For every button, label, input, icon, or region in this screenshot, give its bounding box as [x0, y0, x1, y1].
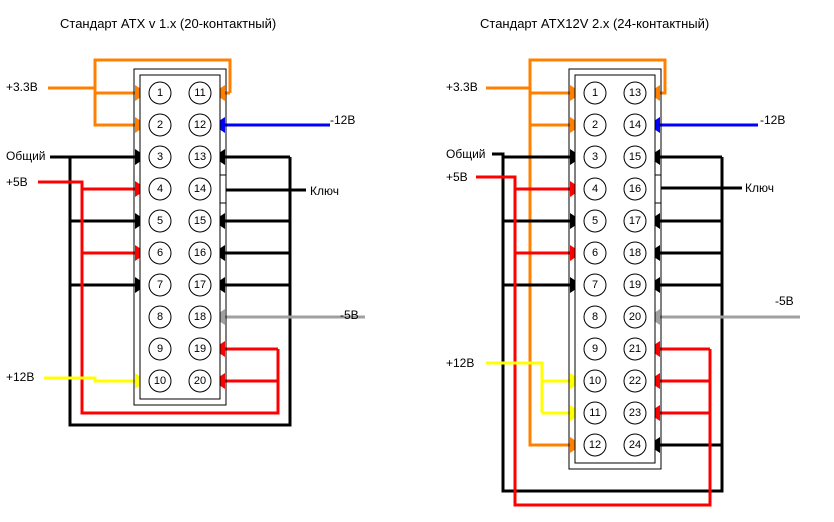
label-right-12v: +12В	[446, 356, 474, 370]
label-right-33v: +3.3В	[446, 80, 478, 94]
svg-text:6: 6	[592, 247, 598, 259]
svg-text:19: 19	[194, 343, 206, 355]
svg-text:1: 1	[592, 87, 598, 99]
svg-text:12: 12	[194, 119, 206, 131]
svg-text:1: 1	[157, 87, 163, 99]
diagram-container: 1112123134145156167178189191020113214315…	[0, 0, 834, 522]
svg-text:4: 4	[592, 183, 598, 195]
svg-text:24: 24	[629, 439, 641, 451]
svg-text:5: 5	[157, 215, 163, 227]
title-left: Стандарт ATX v 1.x (20-контактный)	[60, 16, 276, 31]
label-right-key: Ключ	[745, 181, 774, 195]
label-left-neg12: -12В	[330, 113, 355, 127]
svg-text:14: 14	[194, 183, 206, 195]
svg-text:11: 11	[194, 87, 205, 99]
svg-text:18: 18	[194, 311, 206, 323]
svg-text:19: 19	[629, 279, 641, 291]
svg-text:17: 17	[629, 215, 641, 227]
svg-text:15: 15	[629, 151, 641, 163]
svg-text:2: 2	[592, 119, 598, 131]
svg-text:8: 8	[592, 311, 598, 323]
svg-text:20: 20	[194, 375, 206, 387]
svg-text:12: 12	[589, 439, 601, 451]
svg-text:9: 9	[592, 343, 598, 355]
svg-text:3: 3	[592, 151, 598, 163]
svg-text:3: 3	[157, 151, 163, 163]
svg-text:18: 18	[629, 247, 641, 259]
label-right-5v: +5В	[446, 170, 468, 184]
label-left-common: Общий	[6, 149, 46, 163]
svg-text:7: 7	[592, 279, 598, 291]
svg-text:23: 23	[629, 407, 641, 419]
title-right: Стандарт ATX12V 2.x (24-контактный)	[480, 16, 709, 31]
label-right-common: Общий	[446, 147, 486, 161]
svg-text:10: 10	[154, 375, 166, 387]
svg-text:16: 16	[629, 183, 641, 195]
svg-text:14: 14	[629, 119, 641, 131]
svg-text:16: 16	[194, 247, 206, 259]
label-left-5v: +5В	[6, 175, 28, 189]
svg-text:7: 7	[157, 279, 163, 291]
label-right-neg5: -5В	[775, 294, 794, 308]
svg-text:21: 21	[629, 343, 641, 355]
svg-text:11: 11	[589, 407, 600, 419]
svg-text:6: 6	[157, 247, 163, 259]
svg-text:15: 15	[194, 215, 206, 227]
label-left-12v: +12В	[6, 370, 34, 384]
svg-text:10: 10	[589, 375, 601, 387]
svg-text:8: 8	[157, 311, 163, 323]
label-left-neg5: -5В	[340, 308, 359, 322]
wiring-svg: 1112123134145156167178189191020113214315…	[0, 0, 834, 522]
svg-text:13: 13	[194, 151, 206, 163]
svg-text:20: 20	[629, 311, 641, 323]
svg-text:13: 13	[629, 87, 641, 99]
svg-text:17: 17	[194, 279, 206, 291]
label-right-neg12: -12В	[760, 113, 785, 127]
svg-text:2: 2	[157, 119, 163, 131]
svg-text:9: 9	[157, 343, 163, 355]
label-left-33v: +3.3В	[6, 80, 38, 94]
svg-text:5: 5	[592, 215, 598, 227]
label-left-key: Ключ	[310, 184, 339, 198]
svg-text:4: 4	[157, 183, 163, 195]
svg-text:22: 22	[629, 375, 641, 387]
